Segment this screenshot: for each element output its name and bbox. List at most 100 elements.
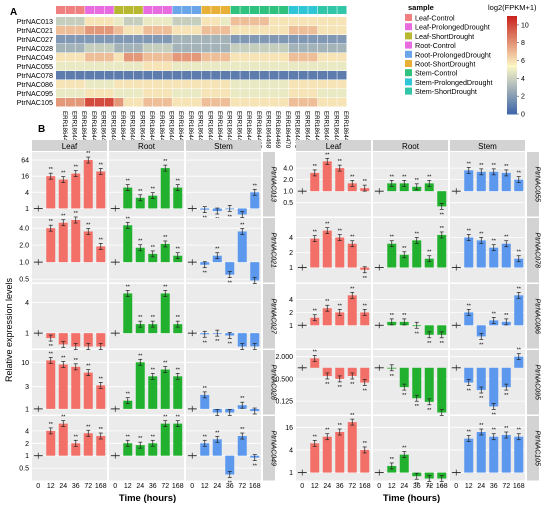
heatmap-cell <box>182 80 192 89</box>
heatmap-cell <box>85 71 95 80</box>
heatmap-cell <box>65 89 75 98</box>
significance-label: ** <box>363 179 368 185</box>
legend-label: Stem-Control <box>415 69 458 78</box>
facet-strip-label: Root <box>138 142 156 151</box>
significance-label: ** <box>99 162 104 168</box>
facet-panel <box>109 416 184 481</box>
significance-label: ** <box>176 367 181 373</box>
heatmap-cell <box>153 26 163 35</box>
heatmap-cell <box>337 62 347 71</box>
significance-label: ** <box>390 174 395 180</box>
significance-label: ** <box>350 382 355 388</box>
heatmap-cell <box>327 80 337 89</box>
heatmap-cell <box>308 62 318 71</box>
colorbar-step <box>507 35 517 39</box>
facet-strip <box>32 140 107 151</box>
heatmap-column-label: ERR1864413 <box>80 111 87 149</box>
y-tick-label: 0.125 <box>275 399 293 406</box>
legend-label: Root-ProlongedDrought <box>415 50 491 59</box>
heatmap-row-label: PtrNAC086 <box>17 80 53 89</box>
significance-label: ** <box>61 214 66 220</box>
heatmap-cell <box>230 71 240 80</box>
annotation-cell <box>191 6 201 14</box>
significance-label: ** <box>228 281 233 287</box>
facet-panel <box>373 284 448 349</box>
heatmap-cell <box>94 89 104 98</box>
colorbar-step <box>507 99 517 103</box>
heatmap-cell <box>182 26 192 35</box>
heatmap-cell <box>230 89 240 98</box>
data-bar <box>489 171 499 192</box>
heatmap-cell <box>104 53 114 62</box>
data-bar <box>237 231 247 263</box>
facet-panel <box>186 152 261 217</box>
heatmap-cell <box>143 98 153 107</box>
heatmap-cell <box>85 80 95 89</box>
heatmap-cell <box>337 71 347 80</box>
heatmap-cell <box>288 17 298 26</box>
data-bar <box>135 197 145 209</box>
heatmap-column-label: ERR1864412 <box>70 111 77 149</box>
gene-strip <box>527 416 539 481</box>
significance-label: ** <box>313 349 318 355</box>
heatmap-cell <box>327 89 337 98</box>
annotation-cell <box>211 6 221 14</box>
heatmap-cell <box>191 89 201 98</box>
annotation-cell <box>201 6 211 14</box>
legend-swatch <box>405 14 412 21</box>
x-tick-label: 36 <box>413 483 421 490</box>
facet-panel <box>186 284 261 349</box>
heatmap-row-label: PtrNAC028 <box>17 44 53 53</box>
significance-label: ** <box>203 434 208 440</box>
significance-label: ** <box>467 388 472 394</box>
annotation-cell <box>85 6 95 14</box>
heatmap-cell <box>114 89 124 98</box>
heatmap-cell <box>211 17 221 26</box>
data-bar <box>437 325 447 335</box>
heatmap-cell <box>288 26 298 35</box>
y-tick-label: 4.0 <box>283 166 293 173</box>
facet-panel <box>373 152 448 217</box>
data-bar <box>250 262 260 281</box>
data-bar <box>501 172 511 192</box>
heatmap-cell <box>114 17 124 26</box>
significance-label: ** <box>467 303 472 309</box>
heatmap-cell <box>240 89 250 98</box>
significance-label: ** <box>504 393 509 399</box>
facet-panel <box>32 218 107 283</box>
colorbar-step <box>507 109 517 113</box>
legend-swatch <box>405 41 412 49</box>
y-tick-label: 10 <box>21 360 29 367</box>
heatmap-cell <box>65 26 75 35</box>
data-bar <box>476 240 486 268</box>
data-bar <box>173 376 183 409</box>
heatmap-cell <box>220 53 231 62</box>
heatmap-cell <box>191 98 201 107</box>
heatmap-cell <box>240 44 250 53</box>
facet-panel <box>373 218 448 283</box>
heatmap-cell <box>182 89 192 98</box>
y-tick-label: 1 <box>25 406 29 413</box>
data-bar <box>360 312 370 326</box>
heatmap-cell <box>308 35 318 44</box>
heatmap-cell <box>317 98 328 107</box>
heatmap-cell <box>259 17 269 26</box>
data-bar <box>464 438 474 473</box>
colorbar-step <box>507 25 517 29</box>
significance-label: ** <box>313 164 318 170</box>
facet-panel <box>296 284 371 349</box>
data-bar <box>58 364 68 409</box>
heatmap-cell <box>337 89 347 98</box>
gene-label: PtrNAC049 <box>270 431 277 467</box>
significance-label: ** <box>151 434 156 440</box>
heatmap-cell <box>56 89 66 98</box>
heatmap-row-label: PtrNAC049 <box>17 53 53 62</box>
heatmap-cell <box>279 89 289 98</box>
data-bar <box>173 324 183 334</box>
heatmap-cell <box>75 53 85 62</box>
heatmap-cell <box>172 17 182 26</box>
heatmap-cell <box>279 98 289 107</box>
heatmap-cell <box>65 44 75 53</box>
heatmap-cell <box>288 35 298 44</box>
heatmap-cell <box>182 44 192 53</box>
